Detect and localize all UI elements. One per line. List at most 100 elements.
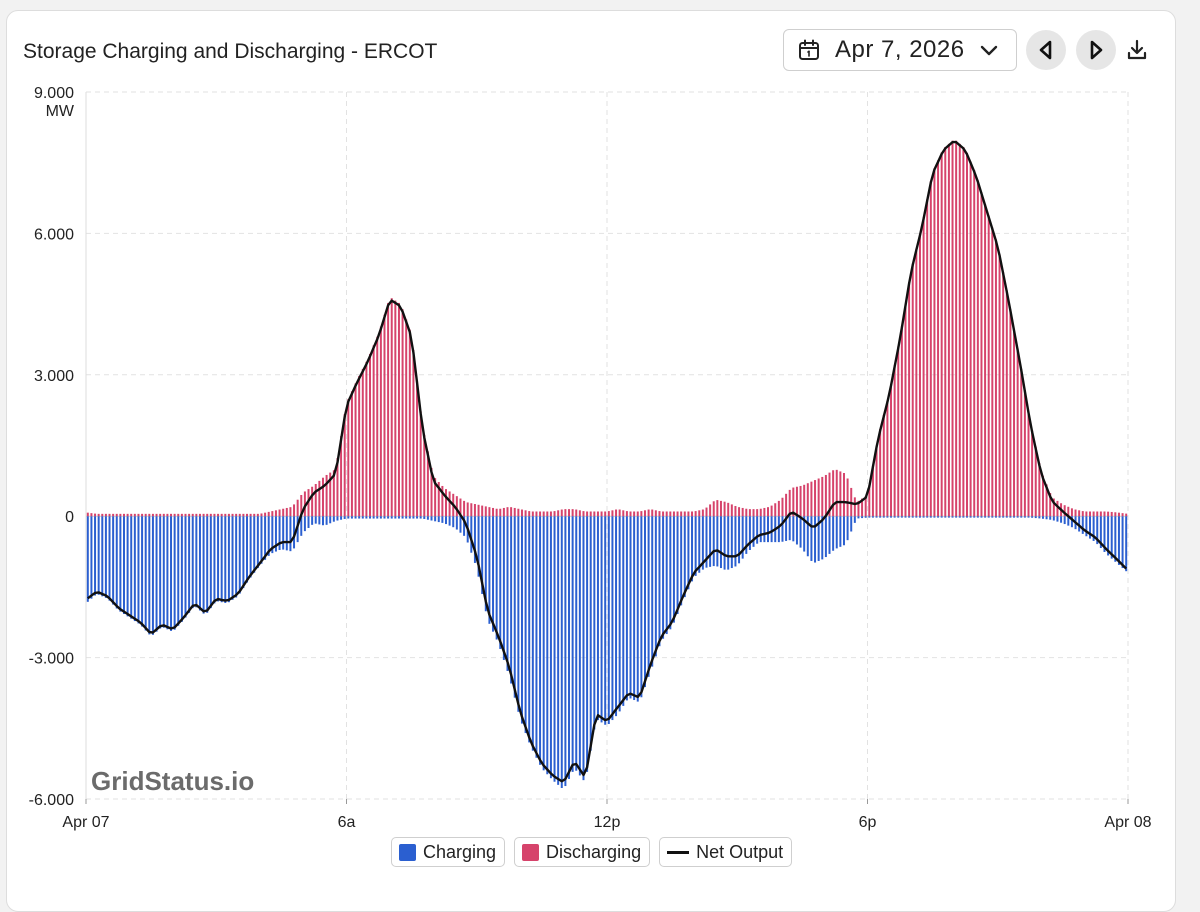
charging-bar	[662, 516, 665, 639]
charging-bar	[441, 516, 444, 523]
charging-bar	[122, 516, 125, 615]
discharging-bar	[987, 215, 990, 517]
discharging-bar	[1081, 511, 1084, 517]
charging-bar	[738, 516, 741, 564]
discharging-bar	[180, 513, 183, 517]
charging-bar	[1070, 516, 1073, 528]
charging-bar	[810, 516, 813, 561]
charging-bar	[426, 516, 429, 520]
date-picker[interactable]: Apr 7, 2026	[783, 29, 1017, 71]
discharging-bar	[1013, 328, 1016, 517]
discharging-bar	[238, 513, 241, 517]
charging-bar	[282, 516, 285, 550]
discharging-bar	[759, 508, 762, 517]
charging-bar	[166, 516, 169, 630]
charging-bar	[101, 516, 104, 597]
download-icon[interactable]	[1126, 38, 1148, 62]
x-tick-label: 6a	[338, 814, 356, 831]
discharging-bar	[477, 504, 480, 517]
discharging-bar	[966, 152, 968, 517]
charging-bar	[824, 516, 827, 558]
charging-bar	[962, 516, 965, 518]
discharging-bar	[944, 146, 947, 517]
charging-bar	[864, 516, 867, 518]
charging-bar	[1020, 516, 1023, 518]
charging-bar	[705, 516, 708, 568]
chart-title: Storage Charging and Discharging - ERCOT	[23, 40, 438, 63]
charging-bar	[857, 516, 860, 519]
discharging-bar	[1092, 511, 1095, 517]
discharging-bar	[531, 511, 534, 517]
discharging-bar	[687, 511, 690, 517]
discharging-bar	[770, 505, 773, 517]
charging-bar	[629, 516, 632, 699]
legend: Charging Discharging Net Output	[391, 837, 793, 867]
discharging-bar	[748, 509, 751, 517]
discharging-bar	[582, 511, 585, 517]
previous-day-button[interactable]	[1026, 30, 1066, 70]
discharging-bar	[506, 507, 509, 517]
charging-bar	[499, 516, 502, 649]
discharging-bar	[846, 478, 849, 517]
charging-bar	[300, 516, 303, 536]
discharging-bar	[300, 494, 303, 517]
discharging-bar	[669, 511, 672, 517]
discharging-bar	[430, 467, 433, 517]
discharging-bar	[853, 497, 856, 517]
discharging-bar	[282, 508, 285, 517]
discharging-bar	[767, 507, 769, 517]
discharging-bar	[962, 146, 965, 517]
charging-bar	[267, 516, 270, 556]
charging-bar	[1056, 516, 1059, 522]
charging-bar	[365, 516, 368, 519]
x-tick-label: 12p	[594, 814, 621, 831]
charging-bar	[814, 516, 817, 563]
charging-bar	[788, 516, 791, 541]
discharging-bar	[676, 511, 679, 517]
charging-bar	[1013, 516, 1016, 518]
charging-bar	[97, 516, 100, 595]
discharging-bar	[213, 513, 216, 517]
legend-item-net-output[interactable]: Net Output	[659, 837, 793, 867]
charging-bar	[1049, 516, 1052, 520]
charging-bar	[752, 516, 755, 547]
next-day-button[interactable]	[1076, 30, 1116, 70]
legend-item-charging[interactable]: Charging	[391, 837, 506, 867]
discharging-bar	[354, 383, 357, 517]
discharging-bar	[361, 368, 364, 517]
charging-bar	[734, 516, 737, 567]
discharging-bar	[1110, 511, 1113, 517]
charging-bar	[520, 516, 523, 724]
discharging-bar	[311, 486, 314, 517]
charging-bar	[882, 516, 885, 518]
charging-bar	[560, 516, 563, 789]
charging-bar	[604, 516, 607, 725]
legend-item-discharging[interactable]: Discharging	[514, 837, 651, 867]
charging-bar	[455, 516, 458, 530]
discharging-bar	[224, 513, 227, 517]
y-tick-label: 3.000	[34, 368, 74, 385]
charging-bar	[723, 516, 726, 570]
charging-bar	[1081, 516, 1084, 534]
charging-bar	[1052, 516, 1055, 521]
charging-bar	[289, 516, 292, 552]
charging-bar	[868, 516, 871, 518]
discharging-bar	[1020, 368, 1023, 517]
charging-bar	[452, 516, 455, 528]
charging-bar	[958, 516, 961, 518]
discharging-bar	[1085, 511, 1088, 517]
calendar-icon	[799, 39, 819, 60]
discharging-bar	[115, 513, 118, 517]
discharging-bar	[459, 498, 462, 517]
charging-bar	[155, 516, 158, 632]
charging-bar	[321, 516, 324, 526]
charging-bar	[358, 516, 361, 519]
discharging-bar	[369, 353, 372, 517]
charging-bar	[484, 516, 487, 612]
discharging-bar	[1038, 463, 1041, 517]
discharging-bar	[814, 480, 817, 517]
discharging-bar	[242, 513, 245, 517]
discharging-bar	[336, 458, 339, 517]
charging-bar	[611, 516, 614, 721]
charging-bar	[539, 516, 542, 765]
